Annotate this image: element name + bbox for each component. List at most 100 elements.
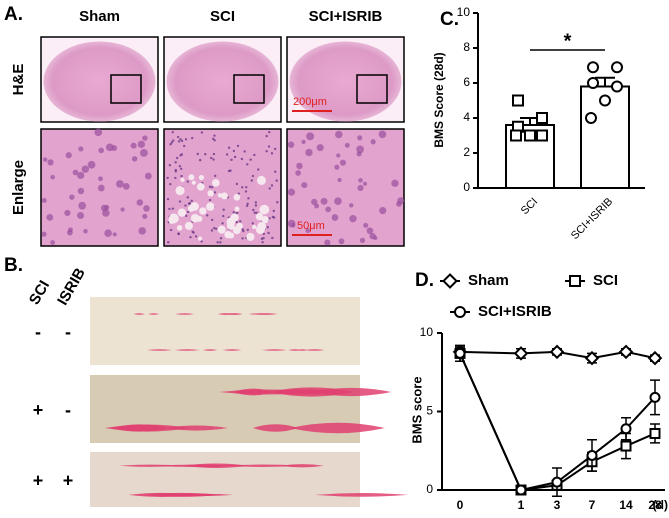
cell [287, 141, 295, 148]
cell [222, 208, 225, 211]
cell [316, 144, 324, 152]
cell [241, 237, 244, 240]
cell [184, 204, 187, 207]
roi-box [356, 74, 388, 104]
data-point [618, 344, 634, 360]
cell [244, 190, 248, 193]
legend-marker [442, 273, 458, 289]
cell [78, 201, 87, 210]
column-label: SCI+ISRIB [309, 8, 383, 25]
y-axis-label: BMS score [409, 376, 424, 443]
cell [50, 240, 56, 246]
cell [267, 231, 270, 235]
cell [174, 176, 177, 180]
blood [262, 349, 287, 351]
cell [178, 164, 182, 168]
panel-label: A. [4, 4, 23, 25]
cell [168, 163, 172, 167]
cell [166, 197, 170, 201]
cell [274, 170, 277, 173]
y-tick-label: 0 [463, 180, 470, 194]
vacuole [191, 180, 196, 185]
cell [67, 227, 73, 233]
cell [222, 214, 225, 218]
cell [65, 152, 72, 159]
legend-marker [454, 306, 466, 318]
cell [366, 227, 374, 235]
vacuole [207, 190, 214, 197]
cell [271, 236, 274, 240]
cell [245, 186, 248, 189]
x-tick-label: SCI+ISRIB [569, 196, 615, 242]
vacuole [233, 193, 241, 201]
cell [255, 211, 258, 215]
data-point [599, 94, 611, 107]
cell [213, 139, 216, 142]
cell [379, 206, 387, 215]
cell [166, 176, 169, 180]
blood [175, 313, 195, 315]
data-point [611, 61, 623, 74]
y-tick-label: 2 [463, 145, 470, 159]
cell [335, 130, 343, 139]
data-point [549, 344, 565, 360]
cell [212, 158, 215, 161]
scale-label: 50μm [297, 220, 325, 232]
cell [268, 130, 271, 134]
vacuole [220, 192, 228, 200]
cell [247, 197, 250, 200]
cell [253, 153, 256, 157]
cell [194, 235, 198, 238]
data-point [584, 350, 600, 366]
cell [305, 228, 311, 234]
cell [131, 156, 138, 162]
cell [236, 211, 239, 215]
cell [179, 154, 182, 157]
y-tick-label: 10 [420, 325, 434, 339]
cell [189, 235, 192, 239]
cell [186, 196, 190, 199]
cell [190, 199, 193, 203]
cell [184, 214, 188, 218]
cell [64, 209, 71, 217]
cell [268, 187, 271, 190]
cell [363, 181, 368, 186]
cell [245, 204, 249, 208]
gross-image [90, 297, 360, 365]
vacuole [211, 179, 220, 187]
cell [295, 170, 301, 176]
cell [94, 128, 103, 137]
cell [214, 227, 218, 230]
cell [47, 159, 54, 166]
blood [218, 389, 315, 395]
cell [232, 211, 235, 214]
cell [216, 241, 219, 244]
vacuole [168, 213, 179, 224]
cell [168, 207, 171, 211]
cell [325, 206, 332, 213]
cell [186, 210, 190, 214]
vacuole [230, 213, 239, 222]
cell [270, 152, 274, 155]
cell [188, 202, 192, 205]
vacuole [180, 177, 185, 182]
vacuole [228, 232, 235, 239]
cell [139, 148, 148, 157]
blood [164, 425, 228, 431]
cell [391, 179, 399, 187]
cell [122, 182, 130, 190]
cell [357, 184, 364, 192]
gross-image [90, 375, 360, 443]
cell [287, 219, 296, 228]
vacuole [176, 224, 183, 231]
cell [50, 174, 55, 180]
x-tick-label: 7 [589, 498, 596, 512]
cell [219, 241, 222, 244]
cell [349, 214, 357, 223]
x-tick-label: 0 [457, 498, 464, 512]
cell [213, 174, 217, 178]
blood [133, 313, 145, 315]
blood [311, 387, 392, 397]
cell [212, 152, 216, 156]
